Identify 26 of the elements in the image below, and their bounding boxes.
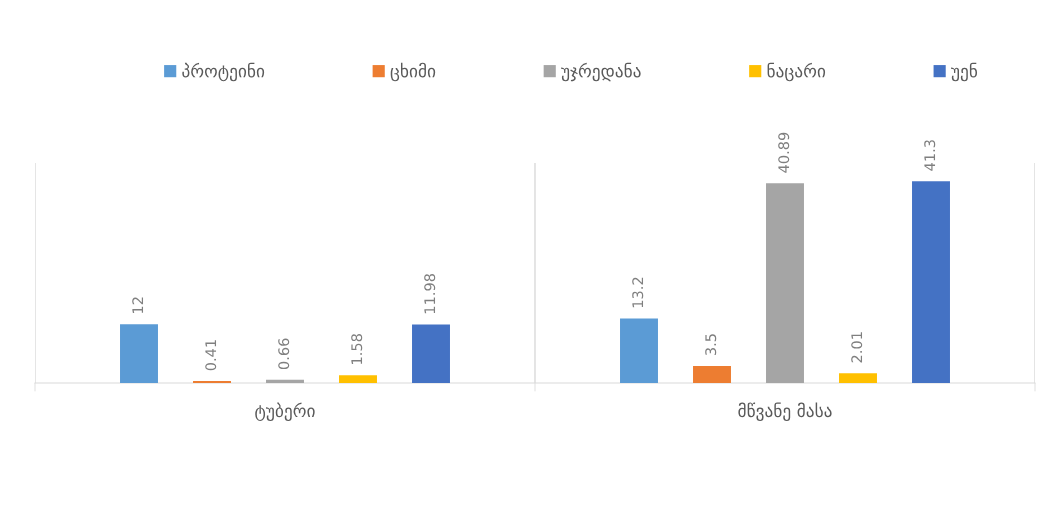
bar xyxy=(339,375,377,383)
data-label: 0.41 xyxy=(205,340,217,371)
data-label: 41.3 xyxy=(924,140,936,171)
bar xyxy=(693,365,731,383)
legend-label: ნაცარი xyxy=(767,62,826,82)
bar xyxy=(412,324,450,383)
x-tick-label: მწვანე მასა xyxy=(738,402,832,422)
bar xyxy=(839,373,877,383)
legend-label: უენ xyxy=(951,62,978,82)
bar xyxy=(620,318,658,383)
bar xyxy=(912,181,950,383)
bar xyxy=(120,324,158,383)
data-label: 2.01 xyxy=(851,332,863,363)
legend-label: უჯრედანა xyxy=(561,62,641,82)
data-label: 3.5 xyxy=(705,334,717,356)
legend-label: პროტეინი xyxy=(182,62,265,82)
data-label: 0.66 xyxy=(278,338,290,370)
data-label: 11.98 xyxy=(424,273,436,314)
data-label: 12 xyxy=(132,297,144,314)
bar xyxy=(766,183,804,383)
data-label: 13.2 xyxy=(632,277,644,308)
legend-label: ცხიმი xyxy=(390,62,436,82)
data-label: 40.89 xyxy=(778,132,790,173)
bar xyxy=(266,379,304,383)
data-label: 1.58 xyxy=(351,334,363,364)
x-tick-label: ტუბერი xyxy=(255,402,315,422)
